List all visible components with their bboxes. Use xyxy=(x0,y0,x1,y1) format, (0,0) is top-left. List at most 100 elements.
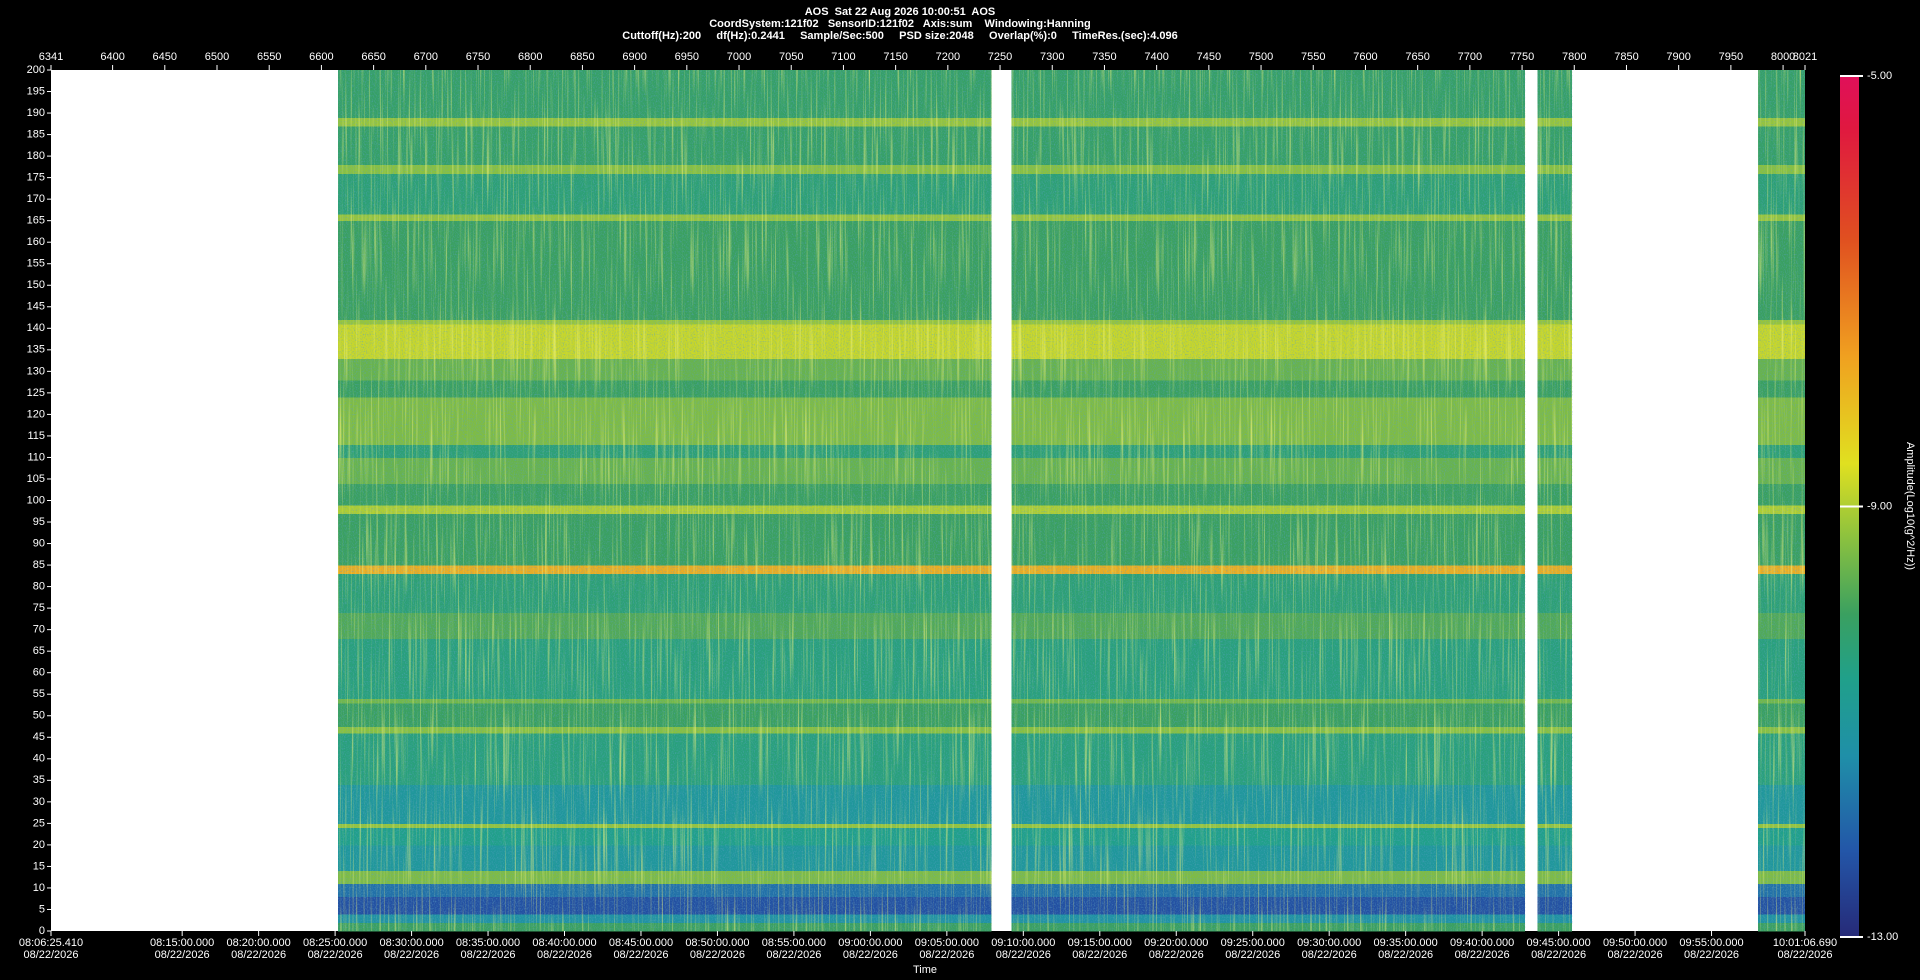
y-tick-label: 145 xyxy=(27,301,45,313)
y-tick-label: 160 xyxy=(27,236,45,248)
x2-tick-date: 08/22/2026 xyxy=(690,949,745,961)
y-tick-label: 5 xyxy=(39,903,45,915)
x-tick-label: 7500 xyxy=(1249,51,1273,63)
y-tick-label: 130 xyxy=(27,365,45,377)
x2-tick-label: 09:45:00.000 xyxy=(1526,937,1590,949)
x2-tick-date: 08/22/2026 xyxy=(1302,949,1357,961)
x-tick-label: 7750 xyxy=(1510,51,1534,63)
texture xyxy=(1537,70,1573,931)
x-axis-title: Time xyxy=(913,964,937,976)
x-tick-label: 6341 xyxy=(39,51,63,63)
y-tick-label: 45 xyxy=(33,731,45,743)
x2-tick-date: 08/22/2026 xyxy=(231,949,286,961)
y-tick-label: 170 xyxy=(27,193,45,205)
x-tick-label: 6800 xyxy=(518,51,542,63)
x2-tick-label: 09:15:00.000 xyxy=(1068,937,1132,949)
x-tick-label: 7000 xyxy=(727,51,751,63)
x-tick-label: 6500 xyxy=(205,51,229,63)
y-tick-label: 60 xyxy=(33,667,45,679)
y-tick-label: 75 xyxy=(33,602,45,614)
y-tick-label: 50 xyxy=(33,710,45,722)
y-tick-label: 105 xyxy=(27,473,45,485)
x2-tick-label: 09:55:00.000 xyxy=(1679,937,1743,949)
x-tick-label: 6700 xyxy=(414,51,438,63)
y-tick-label: 85 xyxy=(33,559,45,571)
y-tick-label: 55 xyxy=(33,688,45,700)
y-tick-label: 140 xyxy=(27,322,45,334)
x-tick-label: 7850 xyxy=(1614,51,1638,63)
y-tick-label: 165 xyxy=(27,215,45,227)
x2-tick-label: 08:30:00.000 xyxy=(379,937,443,949)
x2-tick-date: 08/22/2026 xyxy=(1225,949,1280,961)
y-tick-label: 150 xyxy=(27,279,45,291)
colorbar-title: Amplitude(Log10(g^2/Hz)) xyxy=(1904,442,1916,570)
x-tick-label: 7550 xyxy=(1301,51,1325,63)
y-tick-label: 155 xyxy=(27,258,45,270)
y-tick-label: 100 xyxy=(27,494,45,506)
x2-tick-date: 08/22/2026 xyxy=(537,949,592,961)
x2-tick-date: 08/22/2026 xyxy=(308,949,363,961)
x2-tick-label: 08:06:25.410 xyxy=(19,937,83,949)
x-tick-label: 7100 xyxy=(831,51,855,63)
x2-tick-label: 09:35:00.000 xyxy=(1374,937,1438,949)
x2-tick-date: 08/22/2026 xyxy=(1378,949,1433,961)
y-tick-label: 70 xyxy=(33,624,45,636)
x-tick-label: 7450 xyxy=(1197,51,1221,63)
x-tick-label: 7050 xyxy=(779,51,803,63)
chart-subtitle: CoordSystem:121f02 SensorID:121f02 Axis:… xyxy=(709,18,1091,30)
x-tick-label: 7600 xyxy=(1353,51,1377,63)
y-tick-label: 180 xyxy=(27,150,45,162)
x2-tick-date: 08/22/2026 xyxy=(1149,949,1204,961)
x2-tick-date: 08/22/2026 xyxy=(1777,949,1832,961)
x2-tick-label: 09:10:00.000 xyxy=(991,937,1055,949)
x2-tick-label: 09:25:00.000 xyxy=(1221,937,1285,949)
x2-tick-label: 09:00:00.000 xyxy=(838,937,902,949)
x2-tick-date: 08/22/2026 xyxy=(1072,949,1127,961)
y-tick-label: 10 xyxy=(33,882,45,894)
x-tick-label: 7350 xyxy=(1092,51,1116,63)
y-tick-label: 90 xyxy=(33,537,45,549)
colorbar-tick-label: -5.00 xyxy=(1867,70,1892,82)
x2-tick-label: 09:30:00.000 xyxy=(1297,937,1361,949)
x-tick-label: 6400 xyxy=(100,51,124,63)
x2-tick-date: 08/22/2026 xyxy=(1455,949,1510,961)
y-tick-label: 80 xyxy=(33,581,45,593)
x2-tick-date: 08/22/2026 xyxy=(1608,949,1663,961)
y-tick-label: 0 xyxy=(39,925,45,937)
texture xyxy=(1758,70,1805,931)
y-tick-label: 65 xyxy=(33,645,45,657)
x-tick-label: 7200 xyxy=(936,51,960,63)
x-tick-label: 6950 xyxy=(675,51,699,63)
y-tick-label: 15 xyxy=(33,860,45,872)
x2-tick-date: 08/22/2026 xyxy=(843,949,898,961)
colorbar-tick-label: -9.00 xyxy=(1867,500,1892,512)
x2-tick-label: 08:55:00.000 xyxy=(762,937,826,949)
y-tick-label: 30 xyxy=(33,796,45,808)
y-tick-label: 25 xyxy=(33,817,45,829)
y-tick-label: 175 xyxy=(27,172,45,184)
y-tick-label: 95 xyxy=(33,516,45,528)
x-tick-label: 8021 xyxy=(1793,51,1817,63)
y-tick-label: 115 xyxy=(27,430,45,442)
x2-tick-label: 09:40:00.000 xyxy=(1450,937,1514,949)
chart-title: AOS Sat 22 Aug 2026 10:00:51 AOS xyxy=(805,6,996,18)
x-tick-label: 7400 xyxy=(1144,51,1168,63)
x-tick-label: 7250 xyxy=(988,51,1012,63)
y-tick-label: 135 xyxy=(27,344,45,356)
x2-tick-label: 08:45:00.000 xyxy=(609,937,673,949)
x2-tick-date: 08/22/2026 xyxy=(766,949,821,961)
x2-tick-label: 08:35:00.000 xyxy=(456,937,520,949)
x-tick-label: 6650 xyxy=(361,51,385,63)
x2-tick-label: 10:01:06.690 xyxy=(1773,937,1837,949)
texture xyxy=(1011,70,1526,931)
x-tick-label: 6450 xyxy=(153,51,177,63)
x2-tick-label: 08:20:00.000 xyxy=(227,937,291,949)
chart-subtitle: Cuttoff(Hz):200 df(Hz):0.2441 Sample/Sec… xyxy=(622,30,1178,42)
x-tick-label: 7950 xyxy=(1719,51,1743,63)
x2-tick-date: 08/22/2026 xyxy=(996,949,1051,961)
x-tick-label: 7650 xyxy=(1405,51,1429,63)
x2-tick-date: 08/22/2026 xyxy=(613,949,668,961)
x2-tick-date: 08/22/2026 xyxy=(461,949,516,961)
x2-tick-date: 08/22/2026 xyxy=(1684,949,1739,961)
